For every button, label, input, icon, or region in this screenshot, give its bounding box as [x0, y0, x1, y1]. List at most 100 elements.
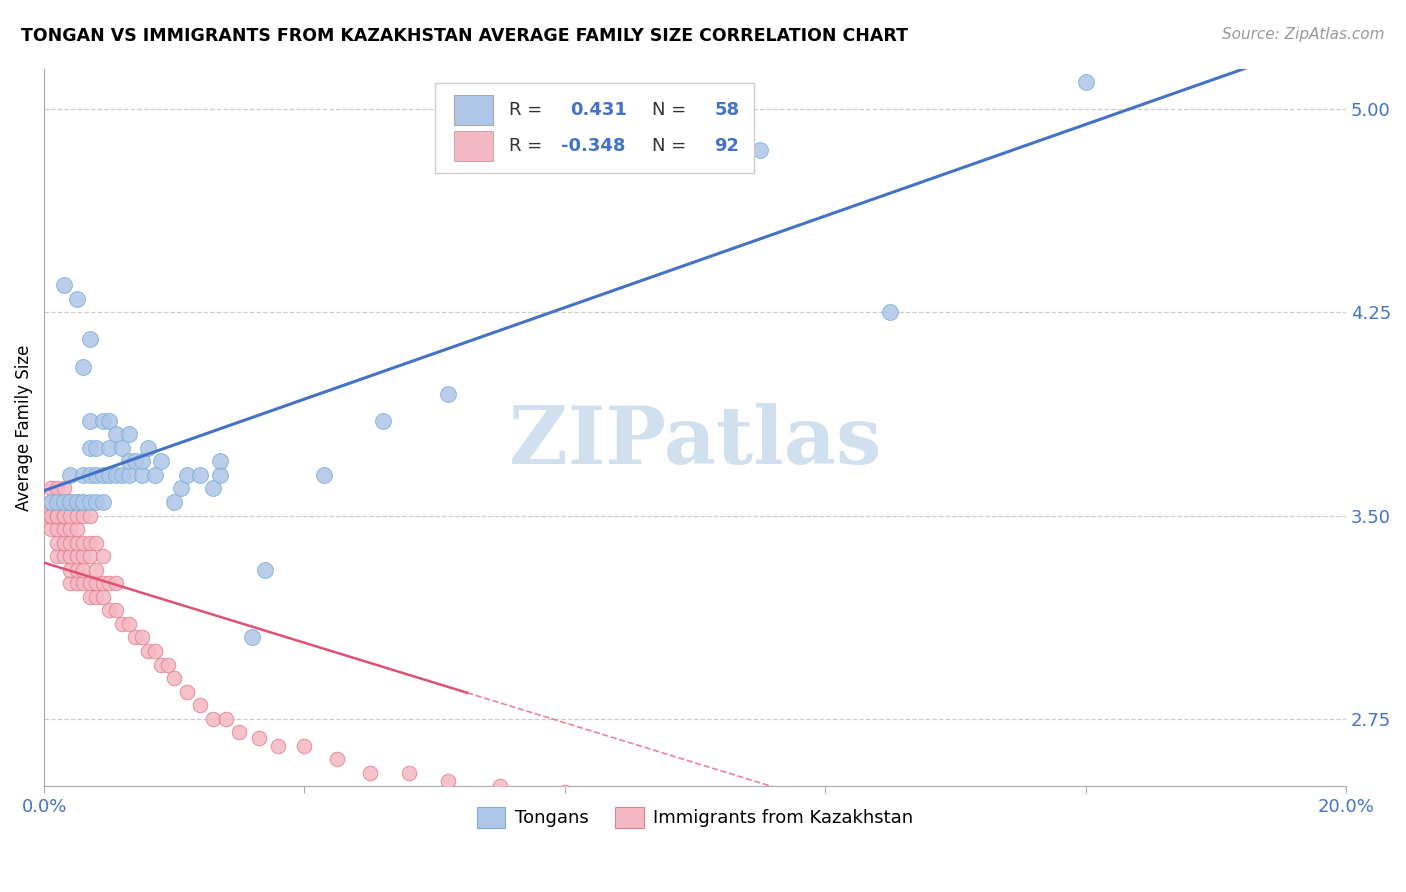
Point	[79, 441, 101, 455]
Text: 92: 92	[714, 137, 740, 155]
Point	[118, 454, 141, 468]
Point	[1205, 847, 1227, 862]
Point	[46, 495, 69, 509]
Point	[104, 427, 127, 442]
Point	[188, 698, 211, 713]
Point	[170, 482, 193, 496]
Point	[326, 752, 349, 766]
Point	[91, 495, 114, 509]
Text: 58: 58	[714, 101, 740, 120]
Point	[46, 482, 69, 496]
Point	[488, 780, 510, 794]
Point	[46, 495, 69, 509]
Point	[72, 508, 94, 523]
Y-axis label: Average Family Size: Average Family Size	[15, 344, 32, 511]
Point	[176, 467, 198, 482]
Text: N =: N =	[652, 137, 692, 155]
Point	[1074, 833, 1097, 847]
Point	[150, 657, 173, 672]
Point	[242, 631, 264, 645]
Point	[59, 522, 82, 536]
Point	[79, 590, 101, 604]
Point	[163, 495, 186, 509]
Point	[208, 467, 231, 482]
Point	[143, 467, 166, 482]
Point	[749, 143, 772, 157]
Point	[66, 549, 89, 564]
Point	[215, 712, 238, 726]
Point	[188, 467, 211, 482]
Point	[59, 576, 82, 591]
Point	[59, 508, 82, 523]
Point	[208, 454, 231, 468]
Point	[52, 482, 75, 496]
Point	[52, 508, 75, 523]
Point	[436, 774, 458, 789]
Point	[79, 508, 101, 523]
Point	[72, 563, 94, 577]
Point	[1010, 820, 1032, 834]
Point	[131, 467, 153, 482]
Point	[79, 333, 101, 347]
Point	[91, 414, 114, 428]
Point	[84, 441, 107, 455]
Point	[66, 535, 89, 549]
Point	[66, 522, 89, 536]
Text: R =: R =	[509, 101, 548, 120]
Point	[66, 495, 89, 509]
Point	[59, 549, 82, 564]
Point	[359, 766, 381, 780]
Point	[59, 535, 82, 549]
Point	[46, 535, 69, 549]
Text: TONGAN VS IMMIGRANTS FROM KAZAKHSTAN AVERAGE FAMILY SIZE CORRELATION CHART: TONGAN VS IMMIGRANTS FROM KAZAKHSTAN AVE…	[21, 27, 908, 45]
Point	[46, 495, 69, 509]
Legend: Tongans, Immigrants from Kazakhstan: Tongans, Immigrants from Kazakhstan	[470, 799, 921, 835]
Text: R =: R =	[509, 137, 548, 155]
Point	[39, 508, 62, 523]
Point	[98, 467, 121, 482]
Point	[124, 454, 146, 468]
Point	[37, 508, 59, 523]
Point	[619, 793, 641, 807]
Point	[943, 812, 966, 826]
Point	[39, 522, 62, 536]
Point	[79, 576, 101, 591]
Point	[104, 576, 127, 591]
Point	[59, 495, 82, 509]
Point	[683, 798, 706, 813]
Point	[72, 535, 94, 549]
Point	[131, 454, 153, 468]
Point	[554, 785, 576, 799]
Point	[91, 549, 114, 564]
Point	[46, 549, 69, 564]
Point	[1074, 75, 1097, 89]
Point	[79, 467, 101, 482]
Text: -0.348: -0.348	[561, 137, 626, 155]
Point	[84, 535, 107, 549]
Point	[91, 590, 114, 604]
Point	[104, 467, 127, 482]
Point	[59, 467, 82, 482]
Point	[46, 508, 69, 523]
Point	[294, 739, 316, 753]
Point	[84, 495, 107, 509]
Point	[59, 495, 82, 509]
Point	[79, 549, 101, 564]
Point	[84, 563, 107, 577]
Text: ZIPatlas: ZIPatlas	[509, 403, 882, 481]
Point	[98, 441, 121, 455]
Point	[84, 576, 107, 591]
Point	[312, 467, 335, 482]
Point	[72, 359, 94, 374]
Point	[202, 482, 225, 496]
Text: 0.431: 0.431	[569, 101, 627, 120]
Point	[98, 603, 121, 617]
Point	[52, 522, 75, 536]
Point	[156, 657, 179, 672]
Point	[59, 495, 82, 509]
Point	[52, 495, 75, 509]
Point	[98, 576, 121, 591]
Point	[98, 414, 121, 428]
Point	[79, 495, 101, 509]
Point	[111, 616, 134, 631]
